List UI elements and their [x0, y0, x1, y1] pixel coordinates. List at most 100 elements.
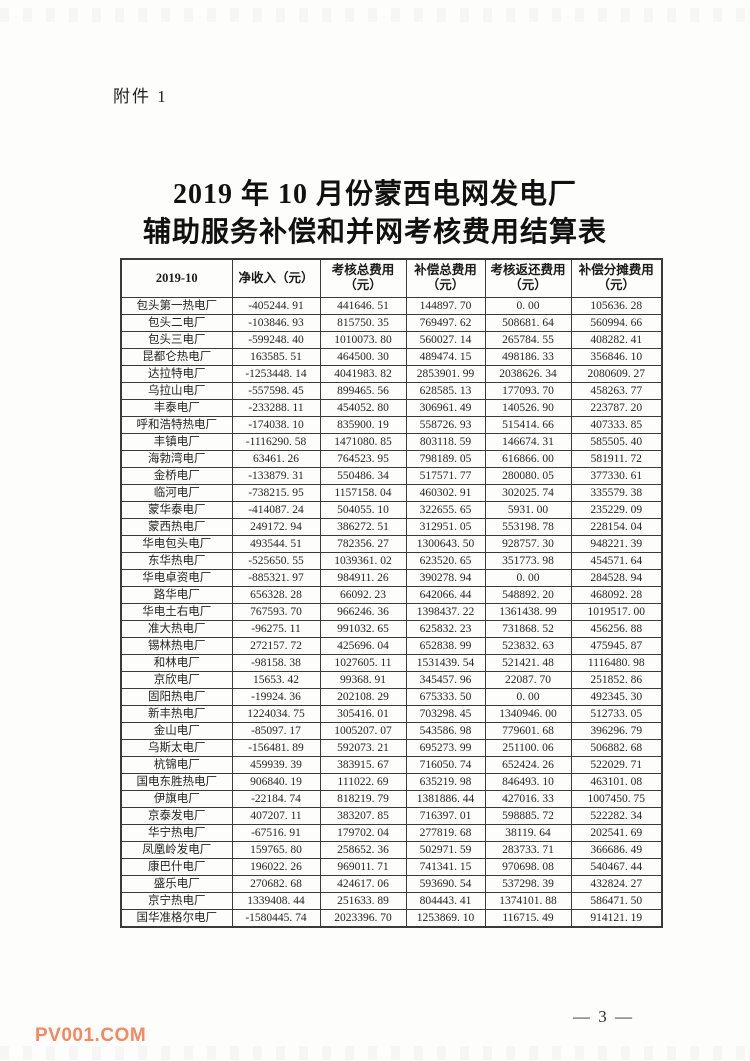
- column-header-compensation-share: 补偿分摊费用 （元）: [570, 258, 663, 298]
- value-cell: -103846. 93: [231, 313, 321, 332]
- value-cell: 769497. 62: [405, 313, 486, 332]
- table-row: 固阳热电厂 -19924. 36 202108. 29 675333. 50 0. 00…: [120, 687, 663, 706]
- value-cell: 948221. 39: [570, 534, 663, 553]
- value-cell: 517571. 77: [405, 466, 486, 485]
- value-cell: -1116290. 58: [231, 432, 321, 451]
- table-row: 华电土右电厂 767593. 70 966246. 36 1398437. 22 136…: [120, 602, 663, 621]
- value-cell: 1019517. 00: [570, 602, 663, 621]
- value-cell: 322655. 65: [405, 500, 486, 519]
- value-cell: 280080. 05: [484, 466, 572, 485]
- value-cell: 425696. 04: [319, 636, 407, 655]
- value-cell: 265784. 55: [484, 330, 572, 349]
- value-cell: 815750. 35: [319, 313, 407, 332]
- value-cell: -156481. 89: [231, 738, 321, 757]
- value-cell: 966246. 36: [319, 602, 407, 621]
- value-cell: 543586. 98: [405, 721, 486, 740]
- plant-name-cell: 乌斯太电厂: [120, 738, 233, 757]
- value-cell: 1224034. 75: [231, 704, 321, 723]
- watermark-text: PV001.COM: [35, 1025, 147, 1046]
- value-cell: -1253448. 14: [231, 364, 321, 383]
- value-cell: 537298. 39: [484, 874, 572, 893]
- value-cell: 1339408. 44: [231, 891, 321, 910]
- value-cell: 66092. 23: [319, 585, 407, 604]
- value-cell: 616866. 00: [484, 449, 572, 468]
- value-cell: 741341. 15: [405, 857, 486, 876]
- plant-name-cell: 新丰热电厂: [120, 704, 233, 723]
- value-cell: 969011. 71: [319, 857, 407, 876]
- table-row: 金桥电厂 -133879. 31 550486. 34 517571. 77 28008…: [120, 466, 663, 485]
- settlement-table: 2019-10 净收入（元） 考核总费用 （元） 补偿总费用 （元） 考核返还费…: [120, 258, 663, 928]
- value-cell: 251100. 06: [484, 738, 572, 757]
- value-cell: 553198. 78: [484, 517, 572, 536]
- plant-name-cell: 京宁热电厂: [120, 891, 233, 910]
- value-cell: 716397. 01: [405, 806, 486, 825]
- value-cell: 1157158. 04: [319, 483, 407, 502]
- value-cell: 38119. 64: [484, 823, 572, 842]
- table-row: 乌斯太电厂 -156481. 89 592073. 21 695273. 99 2511…: [120, 738, 663, 757]
- table-row: 京宁热电厂 1339408. 44 251633. 89 804443. 41 1374…: [120, 891, 663, 910]
- value-cell: 468092. 28: [570, 585, 663, 604]
- table-row: 昆都仑热电厂 163585. 51 464500. 30 489474. 15 4981…: [120, 347, 663, 366]
- header-row: 2019-10 净收入（元） 考核总费用 （元） 补偿总费用 （元） 考核返还费…: [120, 258, 663, 298]
- plant-name-cell: 临河电厂: [120, 483, 233, 502]
- table-row: 海勃湾电厂 63461. 26 764523. 95 798189. 05 616866…: [120, 449, 663, 468]
- plant-name-cell: 包头三电厂: [120, 330, 233, 349]
- value-cell: 506882. 68: [570, 738, 663, 757]
- value-cell: -1580445. 74: [231, 908, 321, 927]
- value-cell: 1471080. 85: [319, 432, 407, 451]
- value-cell: 928757. 30: [484, 534, 572, 553]
- document-title: 2019 年 10 月份蒙西电网发电厂 辅助服务补偿和并网考核费用结算表: [0, 176, 750, 252]
- value-cell: 906840. 19: [231, 772, 321, 791]
- value-cell: 202108. 29: [319, 687, 407, 706]
- value-cell: 984911. 26: [319, 568, 407, 587]
- table-row: 临河电厂 -738215. 95 1157158. 04 460302. 91 3020…: [120, 483, 663, 502]
- plant-name-cell: 京泰发电厂: [120, 806, 233, 825]
- value-cell: 540467. 44: [570, 857, 663, 876]
- table-row: 丰镇电厂 -1116290. 58 1471080. 85 803118. 59 146…: [120, 432, 663, 451]
- value-cell: 454052. 80: [319, 398, 407, 417]
- value-cell: 493544. 51: [231, 534, 321, 553]
- column-header-assessment-refund: 考核返还费用 （元）: [484, 258, 572, 298]
- value-cell: 366686. 49: [570, 840, 663, 859]
- value-cell: 140526. 90: [484, 398, 572, 417]
- value-cell: -19924. 36: [231, 687, 321, 706]
- value-cell: 383915. 67: [319, 755, 407, 774]
- table-row: 康巴什电厂 196022. 26 969011. 71 741341. 15 97069…: [120, 857, 663, 876]
- value-cell: 251852. 86: [570, 670, 663, 689]
- value-cell: 464500. 30: [319, 347, 407, 366]
- value-cell: 782356. 27: [319, 534, 407, 553]
- value-cell: 312951. 05: [405, 517, 486, 536]
- value-cell: 2023396. 70: [319, 908, 407, 927]
- plant-name-cell: 海勃湾电厂: [120, 449, 233, 468]
- value-cell: 345457. 96: [405, 670, 486, 689]
- value-cell: 550486. 34: [319, 466, 407, 485]
- value-cell: 675333. 50: [405, 687, 486, 706]
- value-cell: 846493. 10: [484, 772, 572, 791]
- table-header: 2019-10 净收入（元） 考核总费用 （元） 补偿总费用 （元） 考核返还费…: [120, 258, 663, 298]
- column-header-net-income: 净收入（元）: [231, 258, 321, 298]
- value-cell: 767593. 70: [231, 602, 321, 621]
- value-cell: 731868. 52: [484, 619, 572, 638]
- value-cell: 272157. 72: [231, 636, 321, 655]
- value-cell: 454571. 64: [570, 551, 663, 570]
- table-row: 凤凰岭发电厂 159765. 80 258652. 36 502971. 59 2837…: [120, 840, 663, 859]
- value-cell: 521421. 48: [484, 653, 572, 672]
- value-cell: 22087. 70: [484, 670, 572, 689]
- table-row: 华宁热电厂 -67516. 91 179702. 04 277819. 68 38119…: [120, 823, 663, 842]
- value-cell: 228154. 04: [570, 517, 663, 536]
- plant-name-cell: 杭锦电厂: [120, 755, 233, 774]
- value-cell: 914121. 19: [570, 908, 663, 927]
- value-cell: 1340946. 00: [484, 704, 572, 723]
- value-cell: 0. 00: [484, 568, 572, 587]
- value-cell: -96275. 11: [231, 619, 321, 638]
- table-row: 包头三电厂 -599248. 40 1010073. 80 560027. 14 265…: [120, 330, 663, 349]
- plant-name-cell: 京欣电厂: [120, 670, 233, 689]
- value-cell: 0. 00: [484, 687, 572, 706]
- plant-name-cell: 固阳热电厂: [120, 687, 233, 706]
- value-cell: 502971. 59: [405, 840, 486, 859]
- value-cell: 249172. 94: [231, 517, 321, 536]
- value-cell: 335579. 38: [570, 483, 663, 502]
- value-cell: 835900. 19: [319, 415, 407, 434]
- value-cell: -525650. 55: [231, 551, 321, 570]
